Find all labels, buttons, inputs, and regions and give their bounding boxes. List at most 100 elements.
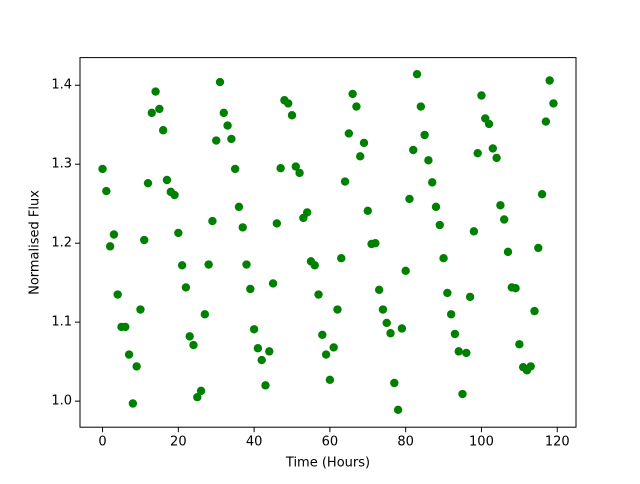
data-point: [234, 202, 244, 212]
y-axis-label: Normalised Flux: [28, 190, 43, 295]
data-point: [302, 208, 312, 217]
data-point: [359, 138, 369, 148]
data-point: [526, 362, 535, 371]
y-tick-label: 1.4: [51, 78, 72, 93]
data-point: [428, 178, 437, 187]
y-tick-label: 1.1: [51, 315, 72, 330]
data-point: [545, 76, 554, 85]
data-point: [196, 386, 206, 396]
data-point: [416, 102, 426, 111]
x-axis-label: Time (Hours): [285, 456, 370, 471]
data-point: [223, 121, 232, 130]
data-point: [314, 290, 323, 299]
data-point: [284, 99, 293, 108]
data-point: [382, 318, 391, 328]
data-point: [174, 228, 183, 238]
data-point: [386, 329, 395, 338]
data-point: [261, 381, 270, 390]
data-point: [246, 284, 255, 294]
data-point: [409, 145, 418, 155]
data-point: [488, 144, 498, 153]
data-point: [98, 164, 107, 174]
data-point: [170, 190, 179, 200]
data-point: [295, 168, 304, 178]
data-point: [499, 215, 509, 224]
data-point: [503, 247, 513, 257]
data-point: [458, 389, 467, 399]
data-point: [310, 261, 319, 270]
data-point: [424, 156, 433, 165]
data-point: [477, 91, 486, 100]
data-point: [378, 305, 388, 314]
data-point: [215, 77, 225, 87]
data-point: [446, 310, 456, 319]
data-point: [212, 136, 221, 145]
data-point: [136, 305, 145, 314]
data-point: [412, 69, 422, 79]
data-point: [227, 134, 236, 144]
data-point: [181, 283, 191, 292]
data-point: [405, 194, 414, 204]
data-point: [541, 117, 551, 126]
data-point: [276, 163, 285, 173]
data-point: [265, 347, 274, 356]
data-point: [143, 178, 153, 188]
data-point: [333, 305, 342, 314]
data-point: [253, 344, 263, 353]
x-tick-label: 80: [397, 435, 414, 450]
data-point: [534, 243, 543, 253]
data-point: [132, 362, 141, 371]
y-tick-label: 1.0: [51, 394, 72, 409]
data-point: [128, 399, 138, 408]
data-point: [325, 375, 335, 385]
data-point: [204, 260, 213, 269]
data-point: [443, 288, 452, 298]
x-tick-label: 40: [246, 435, 263, 450]
data-point: [511, 284, 520, 293]
data-point: [549, 99, 558, 108]
data-point: [340, 177, 350, 186]
data-point: [124, 350, 134, 359]
data-point: [397, 324, 407, 333]
data-point: [155, 104, 164, 114]
data-point: [272, 219, 282, 228]
data-point: [121, 322, 130, 332]
data-point: [401, 266, 410, 276]
data-point: [484, 119, 494, 129]
x-tick-label: 20: [170, 435, 187, 450]
data-point: [329, 343, 338, 352]
data-point: [337, 253, 346, 263]
data-point: [177, 261, 187, 270]
data-point: [249, 325, 259, 334]
data-point: [242, 260, 251, 269]
data-point: [158, 126, 168, 135]
data-point: [530, 306, 539, 316]
data-point: [189, 340, 198, 350]
data-point: [200, 310, 210, 319]
data-point: [147, 108, 157, 118]
data-point: [439, 253, 448, 263]
data-point: [454, 347, 463, 356]
data-point: [356, 152, 365, 161]
data-point: [473, 148, 482, 158]
data-point: [219, 108, 228, 118]
data-point: [230, 164, 240, 174]
data-point: [193, 392, 202, 402]
data-point: [515, 340, 524, 349]
y-tick-label: 1.3: [51, 157, 72, 172]
data-point: [352, 102, 361, 111]
data-point: [371, 238, 380, 248]
data-point: [162, 175, 172, 185]
x-tick-label: 120: [545, 435, 570, 450]
data-point: [185, 332, 194, 341]
data-point: [469, 227, 479, 236]
data-point: [257, 355, 266, 365]
data-point: [363, 206, 372, 216]
data-point: [420, 130, 429, 140]
x-tick-label: 100: [469, 435, 494, 450]
data-point: [465, 292, 475, 302]
x-tick-label: 60: [322, 435, 339, 450]
data-point: [238, 223, 247, 232]
